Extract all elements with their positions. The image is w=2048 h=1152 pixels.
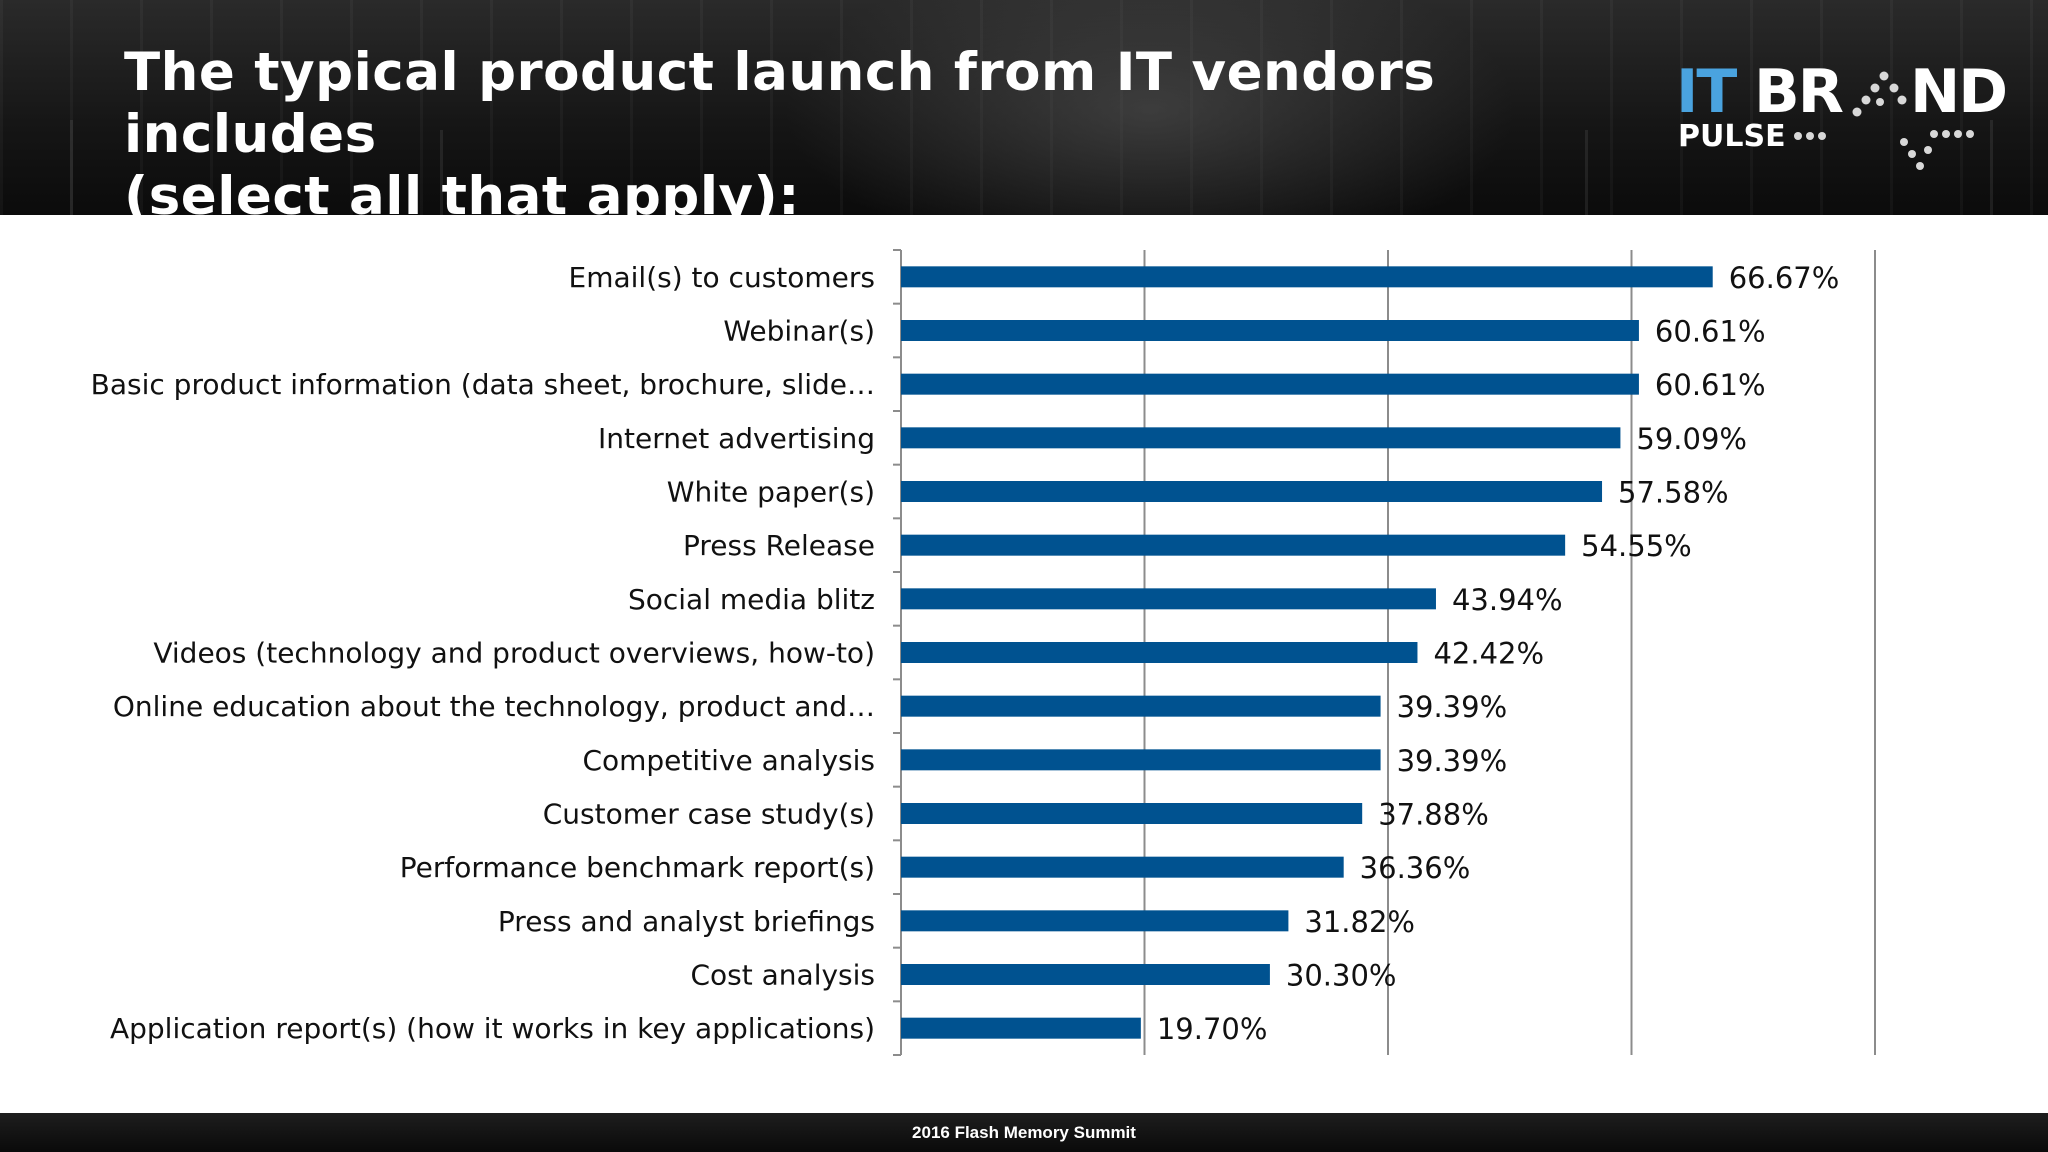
bar bbox=[901, 427, 1621, 449]
bar bbox=[901, 910, 1289, 932]
bar bbox=[901, 373, 1639, 395]
rack-decoration bbox=[70, 120, 73, 215]
data-label: 39.39% bbox=[1397, 690, 1508, 724]
data-label: 19.70% bbox=[1157, 1012, 1268, 1046]
slide-title: The typical product launch from IT vendo… bbox=[124, 42, 1684, 215]
category-label: White paper(s) bbox=[667, 476, 875, 509]
bar-chart-svg: Email(s) to customers 66.67% Webinar(s) 60.… bbox=[91, 249, 1876, 1056]
bar bbox=[901, 695, 1381, 717]
slide-title-line-2: (select all that apply): bbox=[124, 166, 800, 215]
bar bbox=[901, 964, 1270, 985]
category-label: Press Release bbox=[683, 529, 875, 562]
logo-br-text: BR bbox=[1754, 57, 1844, 127]
category-label: Competitive analysis bbox=[582, 744, 875, 777]
slide-footer: 2016 Flash Memory Summit bbox=[0, 1113, 2048, 1152]
data-label: 60.61% bbox=[1655, 368, 1766, 402]
category-label: Cost analysis bbox=[690, 959, 875, 992]
category-label: Performance benchmark report(s) bbox=[400, 851, 875, 884]
rack-decoration bbox=[1990, 120, 1993, 215]
bar bbox=[901, 534, 1566, 556]
logo-it-text: IT bbox=[1676, 57, 1737, 127]
category-label: Customer case study(s) bbox=[543, 798, 875, 831]
bar bbox=[901, 481, 1603, 502]
bar-chart: Email(s) to customers 66.67% Webinar(s) 60.… bbox=[0, 215, 2048, 1113]
bar bbox=[901, 266, 1713, 288]
category-label: Email(s) to customers bbox=[569, 261, 875, 294]
bar bbox=[901, 803, 1363, 824]
bar bbox=[901, 1017, 1141, 1039]
data-label: 43.94% bbox=[1452, 583, 1563, 617]
slide-header: The typical product launch from IT vendo… bbox=[0, 0, 2048, 215]
data-label: 57.58% bbox=[1618, 476, 1729, 510]
data-label: 31.82% bbox=[1304, 905, 1415, 939]
category-label: Social media blitz bbox=[628, 583, 875, 616]
category-label: Videos (technology and product overviews… bbox=[153, 637, 875, 670]
category-label: Online education about the technology, p… bbox=[113, 690, 875, 723]
data-label: 66.67% bbox=[1729, 261, 1840, 295]
data-label: 54.55% bbox=[1581, 529, 1692, 563]
bar bbox=[901, 642, 1418, 663]
data-label: 42.42% bbox=[1433, 637, 1544, 671]
bar bbox=[901, 320, 1639, 341]
it-brand-pulse-logo: IT BR ND PULSE bbox=[1676, 62, 2016, 174]
category-label: Application report(s) (how it works in k… bbox=[110, 1012, 875, 1045]
data-label: 30.30% bbox=[1286, 959, 1397, 993]
footer-text: 2016 Flash Memory Summit bbox=[912, 1123, 1136, 1142]
logo-nd-text: ND bbox=[1910, 57, 2008, 127]
logo-pulse-text: PULSE bbox=[1678, 119, 1786, 154]
category-label: Basic product information (data sheet, b… bbox=[91, 368, 875, 401]
data-label: 36.36% bbox=[1360, 851, 1471, 885]
rack-decoration bbox=[1585, 130, 1588, 215]
rack-decoration bbox=[440, 130, 443, 215]
category-label: Webinar(s) bbox=[723, 315, 875, 348]
category-label: Press and analyst briefings bbox=[498, 905, 875, 938]
data-label: 60.61% bbox=[1655, 315, 1766, 349]
bar bbox=[901, 856, 1344, 878]
bar bbox=[901, 588, 1436, 610]
data-label: 59.09% bbox=[1636, 422, 1747, 456]
slide-title-line-1: The typical product launch from IT vendo… bbox=[124, 42, 1436, 165]
logo-dots-icon bbox=[1794, 71, 1974, 170]
bar bbox=[901, 749, 1381, 771]
category-label: Internet advertising bbox=[598, 422, 875, 455]
data-label: 39.39% bbox=[1397, 744, 1508, 778]
data-label: 37.88% bbox=[1378, 798, 1489, 832]
